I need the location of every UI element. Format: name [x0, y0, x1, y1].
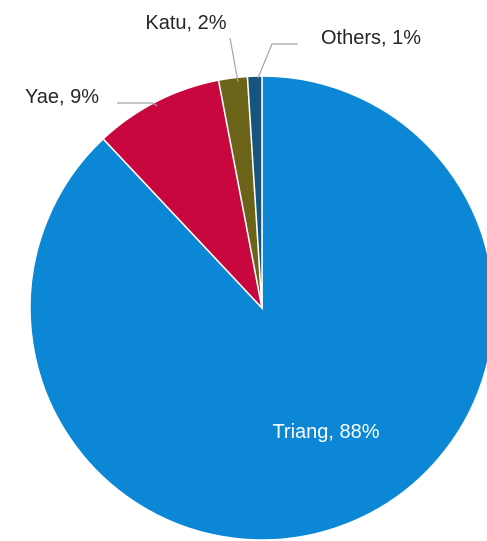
leader-line-others — [257, 43, 298, 79]
data-label-katu: Katu, 2% — [145, 12, 226, 34]
leader-line-katu — [229, 37, 239, 83]
data-label-others: Others, 1% — [321, 27, 421, 49]
pie-slices — [29, 75, 487, 541]
pie-slice-yae — [102, 79, 264, 311]
data-labels: Triang, 88% Yae, 9% Katu, 2% Others, 1% — [25, 12, 421, 443]
leader-line-yae — [117, 102, 158, 107]
data-label-yae: Yae, 9% — [25, 86, 99, 108]
leader-lines — [117, 37, 298, 107]
pie-slice-triang — [29, 75, 487, 541]
pie-slice-others — [246, 75, 263, 309]
data-label-triang: Triang, 88% — [272, 421, 379, 443]
